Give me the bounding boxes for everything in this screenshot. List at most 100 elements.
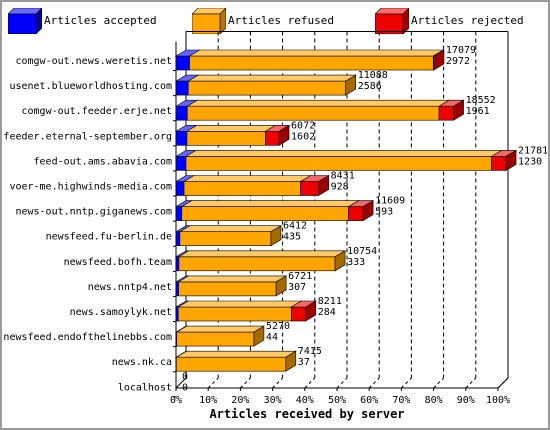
bar-segment-side [285, 350, 297, 372]
bar-segment-top [175, 350, 297, 358]
category-label: localhost [118, 382, 172, 393]
total-count-label: 6721 [288, 271, 312, 282]
bar-segment-top [187, 74, 357, 82]
bar-segment-front [175, 55, 190, 71]
refused-count-label: 1602 [291, 131, 315, 142]
total-count-label: 5270 [266, 321, 290, 332]
legend-swatch-refused [192, 8, 226, 34]
bar-segment-front [176, 356, 287, 372]
bar-segment-front [438, 105, 454, 121]
category-label: news-out.nntp.giganews.com [15, 207, 172, 218]
bar-segment-side [270, 225, 282, 247]
bar-segment-top [177, 250, 347, 258]
grid-floor-line [401, 377, 412, 389]
bar-segment-top [185, 125, 277, 132]
bar-segment-front [187, 80, 346, 96]
bar-segment-side [433, 49, 445, 71]
grid-floor-line [336, 377, 348, 389]
category-label: newsfeed.fu-berlin.de [46, 232, 172, 243]
total-count-label: 17079 [446, 45, 476, 56]
category-label: news.nk.ca [112, 357, 172, 368]
x-tick-label: 30% [264, 395, 282, 406]
bar-segment-front [290, 306, 307, 322]
bar-segment-front [183, 181, 301, 196]
bar-segment-top [177, 275, 288, 283]
refused-count-label: 333 [347, 257, 365, 268]
category-label: usenet.blueworldhosting.com [9, 81, 172, 92]
total-count-label: 8431 [331, 171, 355, 182]
legend-label-refused: Articles refused [228, 14, 334, 27]
refused-count-label: 435 [283, 232, 301, 243]
grid-floor-line [304, 377, 316, 389]
refused-count-label: 1230 [518, 156, 542, 167]
bar-segment-front [175, 206, 183, 221]
bar-segment-top [177, 300, 303, 308]
total-count-label: 21781 [518, 145, 548, 156]
bar-segment-side [362, 200, 374, 222]
bar-segment-front [175, 306, 179, 322]
refused-count-label: 37 [298, 357, 310, 368]
bar-segment-front [185, 156, 492, 171]
bar-segment-side [253, 325, 265, 347]
grid-floor-line [207, 377, 219, 389]
category-label: news.nntp4.net [88, 282, 172, 293]
total-count-label: 18552 [466, 95, 496, 106]
bar-segment-front [175, 105, 188, 121]
refused-count-label: 284 [318, 307, 336, 318]
bar-segment-top [186, 99, 451, 107]
total-count-label: 6072 [291, 120, 315, 131]
x-tick-label: 50% [328, 395, 346, 406]
legend-item-accepted: Articles accepted [8, 8, 188, 34]
bar-segment-front [176, 331, 255, 347]
bar-segment-front [186, 131, 266, 146]
bar-segment-front [178, 256, 336, 272]
bar-segment-front [181, 206, 349, 221]
grid-floor-line [272, 377, 283, 389]
bar-segment-front [186, 105, 440, 121]
category-label: newsfeed.bofh.team [64, 257, 172, 268]
refused-count-label: 307 [288, 282, 306, 293]
floor-left-edge [175, 377, 187, 389]
refused-count-label: 2586 [358, 81, 382, 92]
category-label: newsfeed.endofthelinebbs.com [3, 332, 172, 343]
bar-segment-front [179, 231, 272, 246]
category-label: comgw-out.news.weretis.net [15, 56, 172, 67]
bar-segment-top [180, 200, 360, 207]
bar-segment-side [275, 275, 287, 297]
total-count-label: 0 [182, 371, 188, 382]
x-tick-label: 80% [425, 395, 443, 406]
x-tick-label: 0% [170, 395, 182, 406]
total-count-label: 10754 [347, 246, 377, 257]
category-label: news.samoylyk.net [70, 307, 172, 318]
bar-segment-front [300, 181, 319, 196]
refused-count-label: 2972 [446, 56, 470, 67]
bar-segment-side [334, 250, 346, 272]
bar-segment-side [318, 174, 329, 197]
bar-segment-front [175, 156, 187, 171]
bar-segment-side [278, 124, 290, 146]
bar-segment-top [184, 150, 503, 157]
category-label: feeder.eternal-september.org [3, 131, 172, 142]
refused-count-label: 44 [266, 332, 278, 343]
bar-segment-side [305, 300, 317, 322]
bar-segment-top [188, 49, 445, 57]
bar-segment-front [178, 281, 277, 297]
total-count-label: 6412 [283, 221, 307, 232]
legend-item-rejected: Articles rejected [375, 8, 545, 34]
grid-floor-line [497, 377, 509, 389]
grid-floor-line [433, 377, 444, 389]
x-tick-label: 40% [296, 395, 314, 406]
bar-segment-front [348, 206, 364, 221]
bar-segment-front [175, 80, 189, 96]
total-count-label: 7415 [298, 346, 322, 357]
bar-segment-front [189, 55, 434, 71]
bar-segment-side [453, 99, 464, 121]
x-tick-label: 90% [457, 395, 475, 406]
bar-segment-front [175, 281, 179, 297]
bar-segment-side [345, 74, 356, 96]
x-axis-label: Articles received by server [209, 407, 404, 421]
refused-count-label: 593 [375, 207, 393, 218]
bar-segment-front [175, 231, 181, 246]
refused-count-label: 928 [331, 182, 349, 193]
bar-segment-top [178, 225, 283, 232]
